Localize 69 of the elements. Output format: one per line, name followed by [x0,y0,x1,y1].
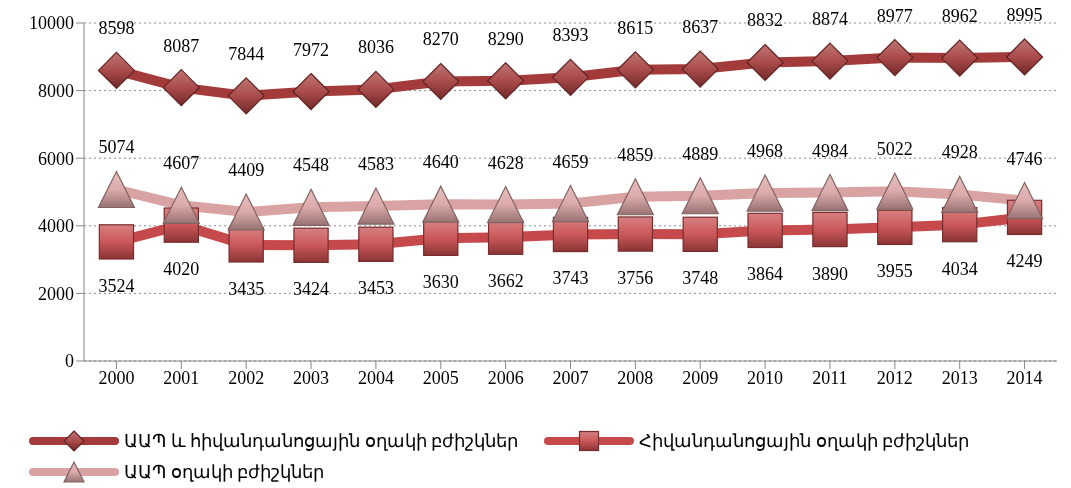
data-label: 3743 [552,268,589,289]
data-label: 4968 [747,141,784,162]
y-tick-label: 2000 [38,283,74,304]
data-label: 7972 [293,39,330,60]
data-label: 3453 [357,278,394,299]
x-tick-label: 2007 [552,367,589,388]
y-tick-label: 8000 [38,80,74,101]
x-tick-label: 2003 [293,367,330,388]
data-label: 4020 [163,259,200,280]
data-label: 4928 [941,142,978,163]
y-tick-label: 4000 [38,216,74,237]
x-tick-label: 2012 [876,367,913,388]
data-label: 7844 [228,43,265,64]
data-label: 8598 [98,18,135,39]
data-label: 8637 [682,17,719,38]
x-tick-label: 2000 [98,367,135,388]
data-label: 4889 [682,143,719,164]
data-label: 4859 [617,144,654,165]
x-tick-label: 2004 [357,367,394,388]
data-label: 3662 [487,271,524,292]
legend-label: Հիվանդանոցային օղակի բժիշկներ [639,429,969,452]
data-label: 8615 [617,17,654,38]
x-tick-label: 2010 [747,367,784,388]
x-tick-label: 2013 [941,367,978,388]
x-tick-label: 2009 [682,367,719,388]
data-label: 4548 [293,155,330,176]
x-tick-label: 2011 [812,367,848,388]
data-label: 5074 [98,137,135,158]
data-label: 4984 [811,140,848,161]
data-label: 3955 [876,261,913,282]
data-label: 4034 [941,258,978,279]
data-label: 3890 [811,263,848,284]
data-label: 3630 [422,272,459,293]
data-label: 4583 [357,154,394,175]
x-tick-label: 2001 [163,367,200,388]
data-label: 5022 [876,139,913,160]
x-tick-label: 2002 [228,367,265,388]
y-tick-label: 6000 [38,148,74,169]
data-label: 8290 [487,28,524,49]
data-label: 8393 [552,25,589,46]
data-label: 8874 [811,9,848,30]
data-label: 3748 [682,268,719,289]
y-tick-label: 10000 [29,13,74,34]
x-tick-label: 2006 [487,367,524,388]
data-label: 8270 [422,29,459,50]
data-label: 3524 [98,275,135,296]
data-label: 8832 [747,10,784,31]
data-label: 3756 [617,268,654,289]
data-label: 3424 [293,279,330,300]
x-tick-label: 2008 [617,367,654,388]
y-tick-label: 0 [65,351,74,372]
legend-label: ԱԱՊ և հիվանդանոցային օղակի բժիշկներ [124,429,518,452]
data-label: 4249 [1006,251,1043,272]
data-label: 3435 [228,278,265,299]
x-tick-label: 2005 [422,367,459,388]
data-label: 8087 [163,35,200,56]
data-label: 4628 [487,152,524,173]
data-label: 4659 [552,151,589,172]
data-label: 4607 [163,153,200,174]
data-label: 8036 [357,37,394,58]
data-label: 8995 [1006,4,1043,25]
data-label: 4640 [422,152,459,173]
legend-label: ԱԱՊ օղակի բժիշկներ [124,460,324,483]
data-label: 8962 [941,6,978,27]
x-tick-label: 2014 [1006,367,1043,388]
data-label: 8977 [876,5,913,26]
data-label: 4409 [228,159,265,180]
data-label: 4746 [1006,148,1043,169]
data-label: 3864 [747,264,784,285]
